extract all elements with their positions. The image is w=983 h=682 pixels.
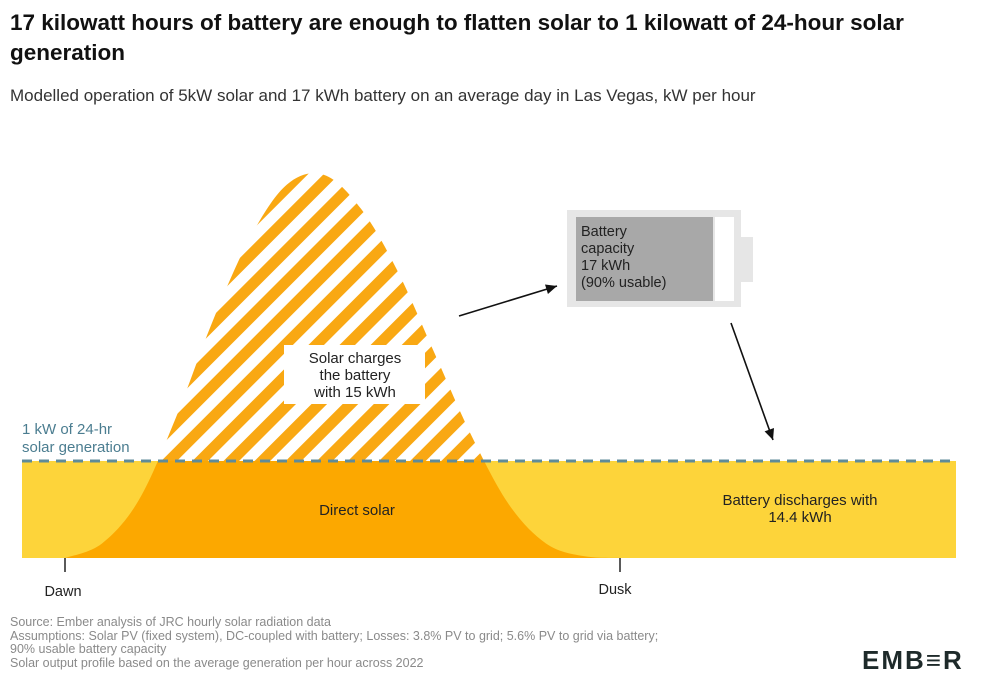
battery-terminal — [741, 237, 753, 282]
charge-label-line-1: the battery — [320, 367, 391, 384]
charge-label-line-2: with 15 kWh — [313, 384, 396, 401]
profile-note: Solar output profile based on the averag… — [10, 655, 424, 670]
chart-title: 17 kilowatt hours of battery are enough … — [10, 10, 904, 65]
charge-label-box — [284, 345, 425, 404]
battery-label-line-0: Battery — [581, 224, 628, 240]
discharge-label-line-0: Battery discharges with — [722, 492, 877, 509]
battery-empty — [715, 217, 734, 301]
source-note: Source: Ember analysis of JRC hourly sol… — [10, 615, 331, 629]
arrow-to-discharge — [730, 322, 774, 441]
arrow-to-battery-head — [545, 284, 557, 295]
discharge-label-line-1: 14.4 kWh — [768, 509, 831, 526]
battery-label-line-2: 17 kWh — [581, 258, 630, 274]
arrow-to-battery — [458, 285, 558, 317]
charge-label-line-0: Solar charges — [309, 350, 402, 367]
direct-solar-label: Direct solar — [319, 502, 395, 519]
assumptions-note-cont: 90% usable battery capacity — [10, 642, 167, 656]
battery-label-line-1: capacity — [581, 241, 635, 257]
flat-line-label-1: 1 kW of 24-hr — [22, 421, 112, 438]
x-label-dawn: Dawn — [44, 584, 81, 600]
chart-subtitle: Modelled operation of 5kW solar and 17 k… — [10, 86, 756, 105]
flat-line-label-2: solar generation — [22, 439, 130, 456]
arrow-to-discharge-head — [764, 427, 774, 440]
assumptions-note: Assumptions: Solar PV (fixed system), DC… — [10, 628, 659, 643]
battery-label-line-3: (90% usable) — [581, 275, 666, 291]
x-label-dusk: Dusk — [598, 582, 632, 598]
footnotes: Source: Ember analysis of JRC hourly sol… — [10, 615, 830, 670]
ember-logo: EMB≡R — [862, 645, 964, 675]
battery-fill — [576, 217, 713, 301]
